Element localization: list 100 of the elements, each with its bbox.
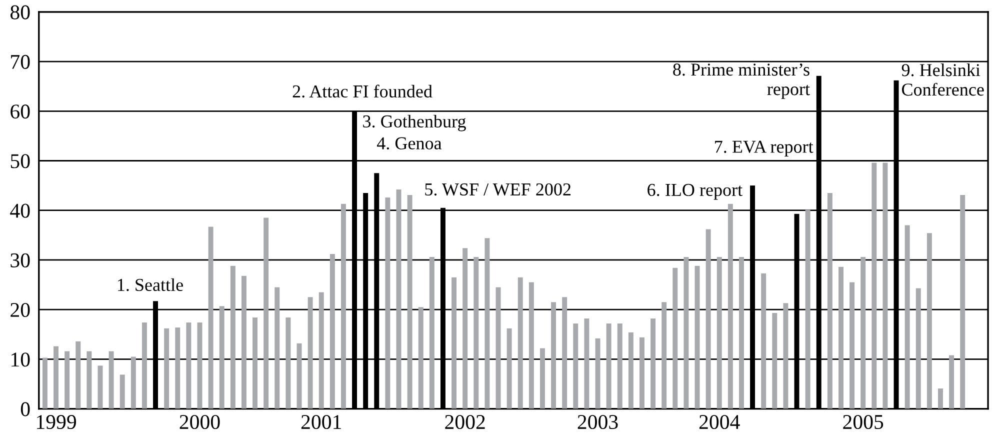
bar bbox=[241, 276, 246, 409]
bar bbox=[628, 332, 634, 409]
bar bbox=[562, 297, 568, 409]
x-tick-label: 2002 bbox=[445, 414, 485, 430]
bar bbox=[916, 288, 921, 409]
bar bbox=[340, 204, 346, 409]
bar bbox=[252, 318, 258, 409]
bar bbox=[584, 318, 590, 409]
bar bbox=[738, 256, 744, 409]
bar bbox=[706, 229, 711, 409]
bar bbox=[264, 218, 269, 409]
bar bbox=[496, 287, 501, 409]
x-tick-label: 2000 bbox=[180, 414, 220, 430]
bar bbox=[418, 307, 424, 409]
bar bbox=[694, 266, 700, 409]
annotation: 8. Prime minister’s report bbox=[673, 64, 810, 99]
bar bbox=[518, 277, 523, 409]
bar bbox=[684, 256, 689, 409]
x-tick-label: 1999 bbox=[37, 415, 76, 430]
bar bbox=[219, 306, 224, 409]
bar bbox=[650, 318, 656, 409]
bar bbox=[528, 282, 534, 409]
bar bbox=[838, 266, 844, 409]
bar bbox=[318, 292, 324, 409]
bar bbox=[396, 190, 402, 409]
annotation: 9. Helsinki Conference bbox=[902, 64, 984, 96]
bar bbox=[551, 302, 556, 409]
bar bbox=[308, 297, 313, 409]
bar bbox=[639, 337, 644, 409]
bar bbox=[76, 341, 81, 409]
bar bbox=[805, 210, 810, 409]
y-tick-label: 30 bbox=[10, 253, 30, 268]
bar bbox=[407, 194, 412, 409]
y-tick-label: 80 bbox=[10, 5, 30, 20]
bar bbox=[429, 256, 434, 409]
y-tick-label: 0 bbox=[20, 402, 30, 416]
bar bbox=[230, 266, 236, 409]
bar bbox=[274, 287, 280, 409]
bar bbox=[761, 273, 766, 409]
y-tick-label: 60 bbox=[10, 104, 30, 119]
bar bbox=[462, 248, 468, 409]
bar bbox=[506, 328, 512, 409]
y-tick-label: 70 bbox=[11, 54, 30, 69]
annotation: 7. EVA report bbox=[715, 140, 814, 157]
bar bbox=[42, 358, 48, 409]
bar bbox=[186, 322, 192, 409]
bar bbox=[850, 282, 855, 409]
bar bbox=[385, 197, 390, 409]
bar bbox=[452, 277, 457, 409]
x-tick-label: 2003 bbox=[578, 414, 618, 430]
bar bbox=[728, 204, 733, 409]
bar bbox=[484, 238, 490, 409]
annotation: 5. WSF / WEF 2002 bbox=[425, 183, 571, 196]
y-tick-label: 50 bbox=[10, 154, 30, 168]
bar bbox=[330, 254, 335, 409]
bar bbox=[595, 338, 600, 409]
bar bbox=[108, 351, 114, 409]
bar bbox=[164, 328, 170, 409]
y-tick-label: 20 bbox=[10, 302, 30, 318]
annotation: 3. Gothenburg bbox=[363, 114, 466, 132]
bar bbox=[175, 327, 180, 409]
bar bbox=[54, 346, 59, 409]
x-tick-label: 2001 bbox=[301, 414, 341, 430]
bar bbox=[860, 256, 866, 409]
bar bbox=[86, 351, 92, 409]
annotation: 1. Seattle bbox=[118, 278, 183, 292]
annotation: 6. ILO report bbox=[648, 184, 742, 200]
bar bbox=[926, 233, 932, 409]
bar bbox=[949, 355, 954, 409]
bar bbox=[772, 313, 778, 409]
bar bbox=[606, 323, 612, 409]
bar bbox=[882, 162, 888, 409]
bar bbox=[197, 322, 202, 409]
bar bbox=[296, 343, 302, 409]
bar bbox=[474, 256, 479, 409]
bar bbox=[208, 226, 214, 409]
bar bbox=[904, 225, 910, 409]
bar bbox=[286, 318, 291, 409]
annotation: 2. Attac FI founded bbox=[292, 84, 432, 98]
x-tick-label: 2004 bbox=[699, 414, 740, 430]
bar bbox=[64, 351, 70, 409]
bar bbox=[662, 302, 667, 409]
bar bbox=[716, 256, 722, 409]
y-tick-label: 40 bbox=[10, 204, 30, 218]
annotation: 4. Genoa bbox=[376, 137, 442, 150]
bar bbox=[142, 322, 147, 409]
bar bbox=[872, 162, 877, 409]
bar bbox=[672, 268, 678, 409]
x-tick-label: 2005 bbox=[843, 414, 884, 430]
y-tick-label: 10 bbox=[12, 352, 30, 367]
bar bbox=[540, 348, 545, 409]
bar bbox=[960, 194, 966, 409]
bar bbox=[130, 356, 136, 409]
bar bbox=[617, 323, 622, 409]
bar bbox=[573, 323, 578, 409]
bar bbox=[98, 366, 103, 409]
bar bbox=[827, 192, 832, 409]
bar bbox=[120, 374, 125, 409]
bar bbox=[783, 303, 788, 409]
bar bbox=[938, 388, 943, 409]
